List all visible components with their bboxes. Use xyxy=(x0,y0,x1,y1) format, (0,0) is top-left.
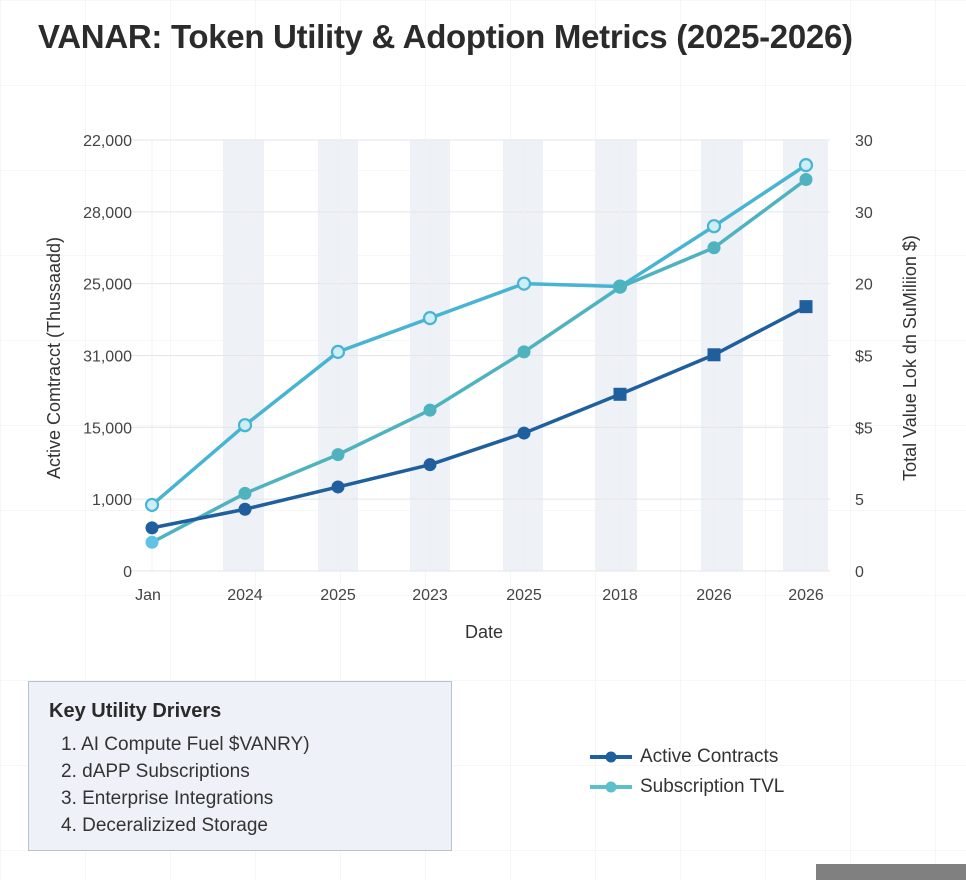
key-drivers-list: 1. AI Compute Fuel $VANRY) 2. dAPP Subsc… xyxy=(49,731,431,839)
data-point xyxy=(422,311,438,326)
data-point xyxy=(517,426,531,440)
x-tick-label: 2024 xyxy=(227,587,263,604)
legend-swatch-subscription-tvl xyxy=(590,781,632,793)
x-tick-label: 2025 xyxy=(506,587,542,604)
y-tick-label-right: $5 xyxy=(855,349,873,366)
legend-swatch-active-contracts xyxy=(590,751,632,763)
data-point xyxy=(516,276,532,291)
y-axis-right: 0 5 $5 $5 20 30 30 xyxy=(855,133,873,581)
data-point xyxy=(237,418,253,433)
chart-title: VANAR: Token Utility & Adoption Metrics … xyxy=(38,18,853,55)
data-point xyxy=(613,387,627,401)
gridlines xyxy=(130,139,830,572)
driver-item: 1. AI Compute Fuel $VANRY) xyxy=(61,734,310,755)
y-tick-label-right: 5 xyxy=(855,492,864,509)
data-point xyxy=(706,219,722,234)
data-point xyxy=(613,280,627,294)
legend-label: Active Contracts xyxy=(640,746,779,767)
x-tick-label: 2023 xyxy=(412,587,448,604)
y-tick-label-right: 30 xyxy=(855,133,873,150)
driver-item: 2. dAPP Subscriptions xyxy=(61,761,250,782)
x-tick-label: 2018 xyxy=(602,587,638,604)
data-point xyxy=(145,535,159,549)
x-axis-title: Date xyxy=(465,622,503,642)
y-tick-label-left: 31,000 xyxy=(83,349,132,366)
data-point xyxy=(238,502,252,516)
data-point xyxy=(423,458,437,472)
data-point xyxy=(798,158,814,173)
data-point xyxy=(799,173,813,187)
series-line-active-contracts xyxy=(151,305,807,530)
x-tick-label: Jan xyxy=(135,587,161,604)
y-tick-label-right: 30 xyxy=(855,205,873,222)
chart-legend: Active Contracts Subscription TVL xyxy=(588,742,784,802)
data-point xyxy=(330,344,346,360)
y-tick-label-left: 25,000 xyxy=(83,277,132,294)
data-point xyxy=(799,300,813,314)
data-point xyxy=(517,345,531,359)
data-point xyxy=(331,480,345,494)
data-point xyxy=(331,448,345,462)
driver-item: 3. Enterprise Integrations xyxy=(61,788,274,809)
data-point xyxy=(144,497,160,513)
data-point xyxy=(707,241,721,255)
data-point xyxy=(423,403,437,417)
y-tick-label-left: 28,000 xyxy=(83,205,132,222)
key-drivers-box: Key Utility Drivers 1. AI Compute Fuel $… xyxy=(28,681,452,851)
series-line-subscription-tvl xyxy=(150,163,807,507)
series-lines xyxy=(150,163,808,544)
y-tick-label-left: 0 xyxy=(123,564,132,581)
data-point xyxy=(145,521,159,535)
data-point xyxy=(707,348,721,362)
scrollbar-thumb[interactable] xyxy=(816,864,966,880)
y-tick-label-left: 22,000 xyxy=(83,133,132,150)
y-axis-left: 0 1,000 15,000 31,000 25,000 28,000 22,000 xyxy=(83,133,132,581)
y-axis-left-title: Active Comtracct (Thussaadd) xyxy=(44,237,64,479)
x-axis: Jan 2024 2025 2023 2025 2018 2026 2026 xyxy=(135,587,824,604)
driver-item: 4. Deceralizized Storage xyxy=(61,815,268,836)
x-tick-label: 2026 xyxy=(788,587,824,604)
line-chart: 0 1,000 15,000 31,000 25,000 28,000 22,000 0 5 $… xyxy=(44,133,920,642)
x-tick-label: 2026 xyxy=(696,587,732,604)
legend-label: Subscription TVL xyxy=(640,776,785,797)
y-tick-label-right: $5 xyxy=(855,420,873,437)
y-tick-label-right: 20 xyxy=(855,277,873,294)
key-drivers-heading: Key Utility Drivers xyxy=(49,700,222,722)
y-tick-label-right: 0 xyxy=(855,564,864,581)
series-markers xyxy=(144,158,814,549)
series-line-subscription-tvl xyxy=(151,178,808,544)
x-tick-label: 2025 xyxy=(320,587,356,604)
data-point xyxy=(238,486,252,500)
legend-item-active-contracts[interactable]: Active Contracts xyxy=(588,742,784,772)
legend-item-subscription-tvl[interactable]: Subscription TVL xyxy=(588,772,784,802)
y-axis-right-title: Total Value Lok dn SuMiliion $) xyxy=(900,235,920,481)
y-tick-label-left: 1,000 xyxy=(92,492,132,509)
y-tick-label-left: 15,000 xyxy=(83,420,132,437)
